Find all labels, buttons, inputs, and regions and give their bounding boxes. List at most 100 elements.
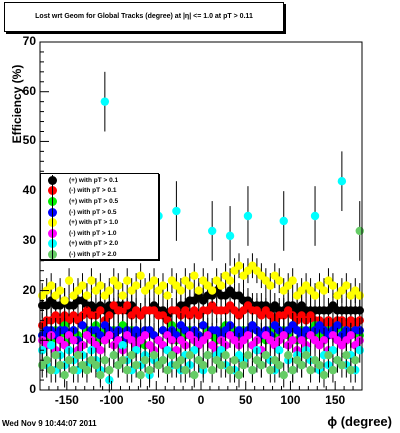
data-point: [64, 355, 74, 365]
data-point: [225, 276, 235, 285]
data-point: [100, 97, 110, 106]
data-point: [42, 355, 51, 365]
legend-label: (-) with pT > 0.5: [69, 208, 117, 216]
data-point: [118, 291, 127, 300]
legend-entry: (+) with pT > 0.5: [41, 195, 158, 207]
data-point: [149, 351, 159, 360]
legend-label: (+) with pT > 1.0: [69, 219, 119, 227]
data-point: [342, 281, 351, 290]
data-point: [46, 365, 56, 375]
data-point: [306, 365, 315, 375]
timestamp: Wed Nov 9 10:44:07 2011: [2, 419, 97, 428]
data-point: [91, 360, 101, 370]
data-point: [207, 286, 217, 295]
data-point: [109, 351, 118, 360]
data-point: [319, 370, 329, 380]
y-tick-label: 0: [29, 382, 36, 396]
data-point: [78, 281, 87, 290]
legend-entry: (-) with pT > 0.5: [41, 206, 158, 218]
data-point: [172, 206, 181, 216]
data-point: [176, 286, 186, 295]
data-point: [55, 360, 65, 370]
data-point: [131, 281, 141, 290]
data-point: [78, 321, 87, 330]
data-point: [60, 296, 69, 305]
data-point: [190, 370, 199, 380]
data-point: [288, 336, 297, 345]
data-point: [207, 226, 217, 236]
data-point: [185, 281, 195, 290]
x-tick-label: 0: [197, 393, 205, 407]
data-point: [239, 360, 248, 370]
data-point: [69, 365, 78, 375]
data-point: [234, 261, 244, 270]
legend-label: (+) with pT > 0.1: [69, 176, 119, 184]
data-point: [333, 321, 342, 330]
data-point: [257, 360, 266, 370]
data-point: [355, 226, 364, 236]
legend-entry: (+) with pT > 1.0: [41, 217, 158, 229]
data-point: [176, 355, 186, 365]
x-tick-label: -100: [99, 393, 124, 407]
data-point: [351, 355, 360, 365]
data-point: [96, 346, 105, 355]
data-point: [328, 365, 338, 375]
legend: (+) with pT > 0.1 (-) with pT > 0.1 (+) wi…: [40, 173, 159, 260]
data-point: [123, 276, 132, 285]
legend-entry: (+) with pT > 0.1: [41, 174, 158, 186]
data-point: [46, 281, 56, 290]
data-point: [203, 351, 212, 360]
legend-marker: [48, 217, 57, 229]
data-point: [279, 331, 288, 340]
data-point: [275, 360, 284, 370]
data-point: [288, 276, 297, 285]
data-point: [199, 321, 208, 330]
x-tick-label: 50: [239, 393, 253, 407]
data-point: [140, 355, 150, 365]
data-point: [342, 351, 351, 360]
data-point: [127, 351, 136, 360]
data-point: [288, 365, 297, 375]
legend-marker: [48, 195, 57, 207]
data-point: [216, 281, 226, 290]
data-point: [346, 331, 356, 340]
data-point: [136, 370, 145, 380]
legend-marker: [48, 174, 57, 186]
legend-entry: (-) with pT > 2.0: [41, 248, 158, 260]
legend-entry: (+) with pT > 2.0: [41, 238, 158, 250]
data-point: [181, 365, 190, 375]
y-tick-label: 20: [22, 282, 36, 297]
data-point: [199, 360, 208, 370]
data-point: [328, 281, 338, 290]
data-point: [355, 346, 364, 355]
legend-entry: (-) with pT > 0.1: [41, 185, 158, 197]
data-point: [167, 351, 177, 360]
data-point: [82, 291, 92, 300]
data-point: [105, 365, 114, 375]
legend-label: (-) with pT > 2.0: [69, 250, 117, 258]
data-point: [266, 281, 275, 290]
chart-title: Lost wrt Geom for Global Tracks (degree)…: [4, 2, 284, 32]
data-point: [96, 370, 105, 380]
data-point: [136, 271, 145, 280]
data-point: [131, 360, 141, 370]
data-point: [319, 286, 329, 295]
data-point: [96, 281, 105, 290]
data-point: [248, 365, 257, 375]
x-tick-label: -150: [54, 393, 79, 407]
data-point: [118, 355, 127, 365]
data-point: [319, 336, 329, 345]
data-point: [87, 276, 96, 285]
data-point: [118, 341, 127, 350]
data-point: [225, 231, 235, 241]
data-point: [216, 360, 226, 370]
x-tick-label: -50: [147, 393, 165, 407]
data-point: [64, 276, 74, 285]
data-point: [60, 370, 69, 380]
data-point: [55, 286, 65, 295]
data-point: [324, 351, 333, 360]
data-point: [243, 211, 253, 221]
data-point: [243, 351, 253, 360]
